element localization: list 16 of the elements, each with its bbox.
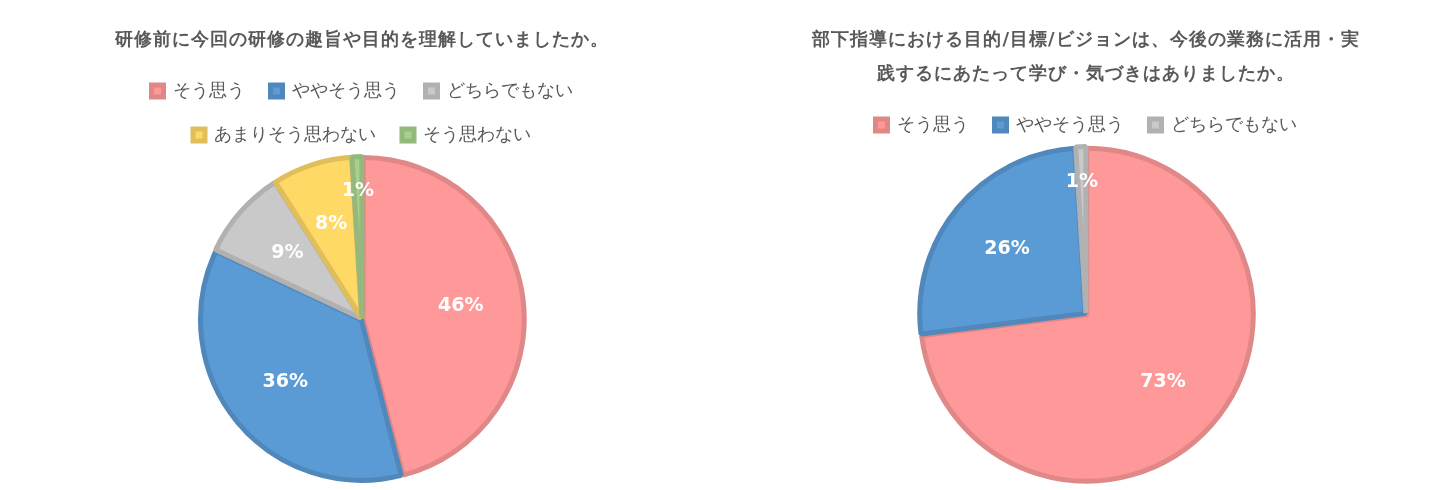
legend-label: どちらでもない — [446, 78, 573, 100]
data-label: 1% — [1065, 168, 1098, 191]
legend-label: そう思う — [172, 78, 245, 100]
chart-title: 部下指導における目的/目標/ビジョンは、今後の業務に活用・実践するにあたって学び・気づきはありましたか。 — [811, 27, 1361, 85]
legend-label: ややそう思う — [1015, 112, 1124, 134]
data-label: 8% — [315, 211, 348, 234]
legend-label: そう思わない — [423, 122, 531, 144]
data-label: 26% — [984, 235, 1030, 258]
legend-label: ややそう思う — [291, 78, 400, 100]
legend-label: あまりそう思わない — [214, 122, 376, 144]
data-label: 46% — [437, 293, 484, 316]
legend-label: どちらでもない — [1170, 112, 1297, 134]
data-label: 36% — [262, 369, 309, 392]
chart-title: 研修前に今回の研修の趣旨や目的を理解していましたか。 — [114, 27, 610, 51]
legend-label: そう思う — [896, 112, 969, 134]
data-label: 73% — [1140, 368, 1186, 391]
